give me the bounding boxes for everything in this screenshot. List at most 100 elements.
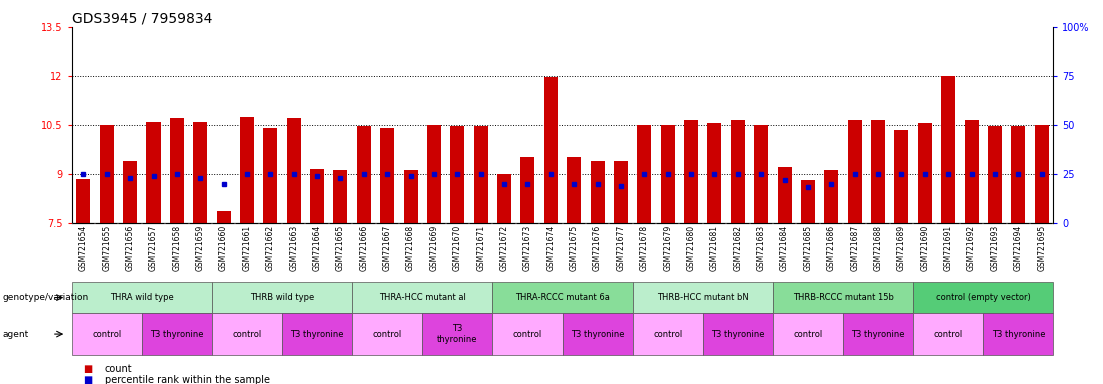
Text: genotype/variation: genotype/variation: [2, 293, 88, 302]
Text: control: control: [933, 329, 963, 339]
Text: GSM721676: GSM721676: [593, 225, 602, 271]
Text: GSM721670: GSM721670: [453, 225, 462, 271]
Bar: [310, 169, 324, 223]
Bar: [754, 125, 768, 223]
Text: GSM721667: GSM721667: [383, 225, 392, 271]
Text: GSM721661: GSM721661: [243, 225, 251, 271]
Text: GSM721655: GSM721655: [103, 225, 111, 271]
Text: GSM721665: GSM721665: [336, 225, 345, 271]
Text: GSM721679: GSM721679: [663, 225, 672, 271]
Text: GSM721680: GSM721680: [686, 225, 696, 271]
Bar: [473, 126, 488, 223]
Text: GSM721685: GSM721685: [803, 225, 813, 271]
Text: T3
thyronine: T3 thyronine: [437, 324, 478, 344]
Bar: [147, 121, 161, 223]
Text: GSM721689: GSM721689: [897, 225, 906, 271]
Bar: [895, 130, 909, 223]
Bar: [590, 161, 604, 223]
Text: GDS3945 / 7959834: GDS3945 / 7959834: [72, 12, 212, 26]
Text: GSM721666: GSM721666: [360, 225, 368, 271]
Text: control: control: [793, 329, 823, 339]
Bar: [544, 78, 558, 223]
Text: ■: ■: [83, 375, 92, 384]
Bar: [497, 174, 511, 223]
Text: T3 thyronine: T3 thyronine: [992, 329, 1045, 339]
Text: THRB wild type: THRB wild type: [250, 293, 314, 302]
Text: GSM721657: GSM721657: [149, 225, 158, 271]
Text: GSM721681: GSM721681: [710, 225, 719, 270]
Text: THRB-RCCC mutant 15b: THRB-RCCC mutant 15b: [793, 293, 893, 302]
Text: GSM721664: GSM721664: [312, 225, 322, 271]
Text: GSM721668: GSM721668: [406, 225, 415, 271]
Text: T3 thyronine: T3 thyronine: [711, 329, 764, 339]
Text: control: control: [93, 329, 121, 339]
Text: control: control: [513, 329, 542, 339]
Bar: [614, 161, 628, 223]
Text: THRB-HCC mutant bN: THRB-HCC mutant bN: [657, 293, 749, 302]
Bar: [381, 128, 394, 223]
Text: percentile rank within the sample: percentile rank within the sample: [105, 375, 270, 384]
Text: GSM721678: GSM721678: [640, 225, 649, 271]
Bar: [124, 161, 137, 223]
Bar: [824, 170, 838, 223]
Text: T3 thyronine: T3 thyronine: [852, 329, 904, 339]
Bar: [684, 120, 698, 223]
Bar: [848, 120, 861, 223]
Text: GSM721695: GSM721695: [1037, 225, 1046, 271]
Bar: [801, 180, 815, 223]
Bar: [264, 128, 277, 223]
Text: GSM721672: GSM721672: [500, 225, 508, 271]
Text: control: control: [373, 329, 401, 339]
Bar: [76, 179, 90, 223]
Text: GSM721654: GSM721654: [79, 225, 88, 271]
Bar: [216, 211, 231, 223]
Text: control: control: [233, 329, 261, 339]
Bar: [988, 126, 1002, 223]
Bar: [638, 125, 652, 223]
Bar: [450, 126, 464, 223]
Text: GSM721682: GSM721682: [733, 225, 742, 270]
Text: THRA-HCC mutant al: THRA-HCC mutant al: [378, 293, 465, 302]
Text: GSM721669: GSM721669: [429, 225, 439, 271]
Text: GSM721693: GSM721693: [990, 225, 999, 271]
Bar: [1035, 125, 1049, 223]
Text: count: count: [105, 364, 132, 374]
Bar: [941, 76, 955, 223]
Text: T3 thyronine: T3 thyronine: [290, 329, 344, 339]
Text: ■: ■: [83, 364, 92, 374]
Bar: [427, 125, 441, 223]
Bar: [99, 125, 114, 223]
Text: GSM721691: GSM721691: [944, 225, 953, 271]
Text: GSM721659: GSM721659: [195, 225, 205, 271]
Bar: [333, 170, 347, 223]
Text: GSM721673: GSM721673: [523, 225, 532, 271]
Text: GSM721674: GSM721674: [546, 225, 555, 271]
Bar: [778, 167, 792, 223]
Text: agent: agent: [2, 329, 29, 339]
Text: T3 thyronine: T3 thyronine: [571, 329, 624, 339]
Text: GSM721694: GSM721694: [1014, 225, 1022, 271]
Bar: [240, 117, 254, 223]
Text: THRA wild type: THRA wild type: [110, 293, 173, 302]
Bar: [871, 120, 885, 223]
Bar: [567, 157, 581, 223]
Bar: [964, 120, 978, 223]
Text: GSM721660: GSM721660: [219, 225, 228, 271]
Text: GSM721690: GSM721690: [920, 225, 930, 271]
Text: GSM721683: GSM721683: [757, 225, 765, 271]
Text: GSM721658: GSM721658: [172, 225, 181, 271]
Text: GSM721687: GSM721687: [850, 225, 859, 271]
Text: GSM721686: GSM721686: [827, 225, 836, 271]
Text: GSM721675: GSM721675: [570, 225, 579, 271]
Bar: [731, 120, 745, 223]
Text: GSM721662: GSM721662: [266, 225, 275, 271]
Text: THRA-RCCC mutant 6a: THRA-RCCC mutant 6a: [515, 293, 610, 302]
Bar: [918, 123, 932, 223]
Bar: [357, 126, 371, 223]
Bar: [707, 123, 721, 223]
Bar: [521, 157, 535, 223]
Text: GSM721677: GSM721677: [617, 225, 625, 271]
Bar: [193, 121, 207, 223]
Text: GSM721692: GSM721692: [967, 225, 976, 271]
Text: GSM721684: GSM721684: [780, 225, 789, 271]
